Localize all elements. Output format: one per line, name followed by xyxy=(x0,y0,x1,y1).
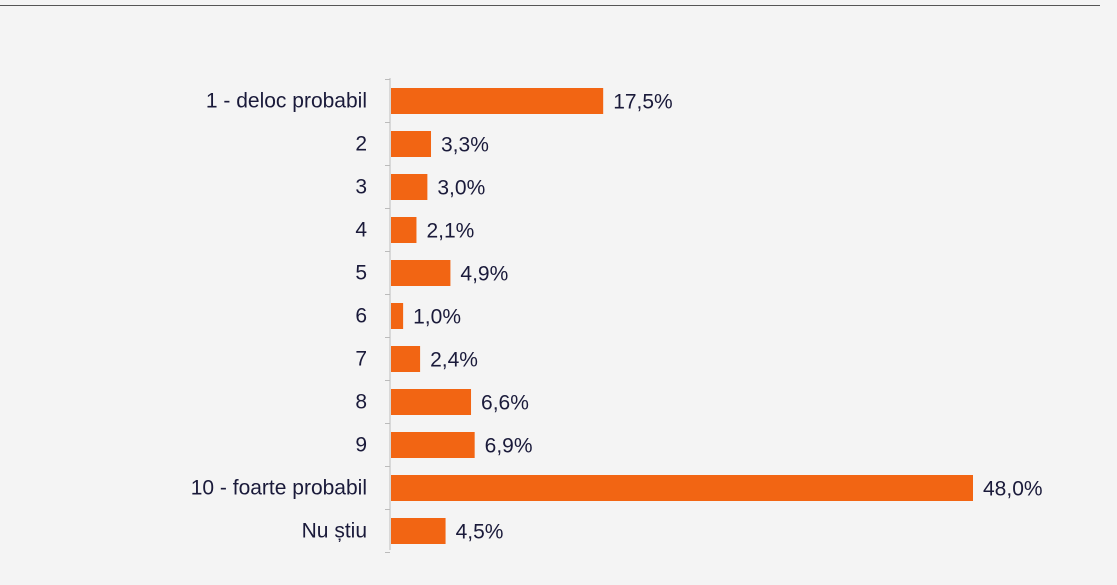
value-label: 17,5% xyxy=(613,91,673,114)
bars-layer xyxy=(391,88,973,544)
value-label: 6,6% xyxy=(481,392,529,415)
labels-layer: 1 - deloc probabil 17,5% 2 3,3% 3 3,0% 4 2,1% 5 4… xyxy=(191,90,1043,544)
category-label: 3 xyxy=(355,176,367,199)
value-label: 1,0% xyxy=(413,306,461,329)
bar xyxy=(391,432,475,458)
category-label: 7 xyxy=(355,348,367,371)
value-label: 6,9% xyxy=(485,435,533,458)
value-label: 48,0% xyxy=(983,478,1043,501)
bar xyxy=(391,131,432,157)
bar xyxy=(391,389,472,415)
value-label: 2,1% xyxy=(426,220,474,243)
category-label: 6 xyxy=(355,305,367,328)
value-label: 3,0% xyxy=(437,177,485,200)
bar xyxy=(391,475,973,501)
y-axis-ticks xyxy=(385,79,390,553)
category-label: 1 - deloc probabil xyxy=(206,90,367,113)
value-label: 4,9% xyxy=(460,263,508,286)
category-label: 2 xyxy=(355,133,367,156)
value-label: 2,4% xyxy=(430,349,478,372)
category-label: 9 xyxy=(355,434,367,457)
bar xyxy=(391,518,446,544)
category-label: 10 - foarte probabil xyxy=(191,477,367,500)
bar xyxy=(391,88,604,114)
category-label: 5 xyxy=(355,262,367,285)
value-label: 4,5% xyxy=(456,521,504,544)
category-label: 8 xyxy=(355,391,367,414)
category-label: 4 xyxy=(355,219,367,242)
top-divider xyxy=(0,5,1100,6)
bar xyxy=(391,174,428,200)
bar xyxy=(391,217,417,243)
category-label: Nu știu xyxy=(302,520,367,543)
bar xyxy=(391,260,451,286)
bar xyxy=(391,346,421,372)
bar xyxy=(391,303,404,329)
value-label: 3,3% xyxy=(441,134,489,157)
